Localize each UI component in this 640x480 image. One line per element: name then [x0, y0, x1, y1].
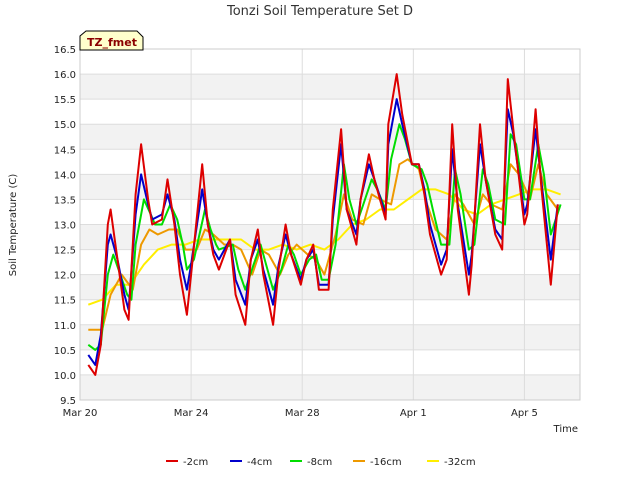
legend-item: -4cm — [230, 457, 272, 468]
x-axis-label: Time — [553, 424, 578, 435]
x-tick-labels: Mar 20 Mar 24 Mar 28 Apr 1 Apr 5 — [63, 408, 538, 419]
series-line-minus32cm — [87, 188, 561, 306]
series-line-minus8cm — [87, 123, 562, 351]
legend-label: -32cm — [444, 457, 476, 468]
grid-band — [80, 124, 580, 150]
y-tick-label: 11.5 — [54, 296, 76, 307]
y-tick-label: 10.5 — [54, 346, 76, 357]
legend-item: -16cm — [353, 457, 402, 468]
grid-band — [80, 74, 580, 100]
y-axis-label: Soil Temperature (C) — [8, 174, 19, 277]
x-tick-label: Mar 24 — [174, 408, 209, 419]
legend: -2cm -4cm -8cm -16cm -32cm — [166, 457, 476, 468]
tz-badge-label: TZ_fmet — [87, 36, 137, 49]
x-tick-label: Apr 5 — [511, 408, 538, 419]
series-line-minus2cm — [87, 73, 559, 376]
plot-frame — [79, 48, 581, 401]
x-tick-label: Mar 20 — [63, 408, 98, 419]
legend-label: -8cm — [307, 457, 332, 468]
y-tick-label: 16.5 — [54, 45, 76, 56]
legend-label: -4cm — [247, 457, 272, 468]
y-tick-label: 12.5 — [54, 246, 76, 257]
y-tick-label: 16.0 — [54, 70, 76, 81]
y-tick-label: 12.0 — [54, 271, 76, 282]
legend-label: -2cm — [183, 457, 208, 468]
legend-label: -16cm — [370, 457, 402, 468]
y-tick-label: 15.5 — [54, 95, 76, 106]
chart-title: Tonzi Soil Temperature Set D — [226, 4, 413, 19]
y-tick-labels: 9.5 10.0 10.5 11.0 11.5 12.0 12.5 13.0 13.5 14.0 1… — [54, 45, 76, 407]
y-tick-label: 14.5 — [54, 145, 76, 156]
x-tick-label: Apr 1 — [400, 408, 427, 419]
y-tick-label: 13.0 — [54, 221, 76, 232]
series-lines — [87, 73, 562, 376]
y-tick-label: 15.0 — [54, 120, 76, 131]
y-tick-label: 10.0 — [54, 371, 76, 382]
series-line-minus16cm — [88, 158, 559, 331]
grid-band — [80, 324, 580, 350]
y-tick-label: 11.0 — [54, 321, 76, 332]
y-tick-label: 13.5 — [54, 195, 76, 206]
x-tick-label: Mar 28 — [285, 408, 320, 419]
grid-band — [80, 174, 580, 200]
y-tick-label: 9.5 — [60, 396, 76, 407]
tz-badge-box — [79, 30, 144, 51]
legend-item: -2cm — [166, 457, 208, 468]
legend-item: -32cm — [427, 457, 476, 468]
grid-band — [80, 374, 580, 400]
tz-badge: TZ_fmet — [79, 30, 144, 51]
y-tick-label: 14.0 — [54, 170, 76, 181]
legend-item: -8cm — [290, 457, 332, 468]
